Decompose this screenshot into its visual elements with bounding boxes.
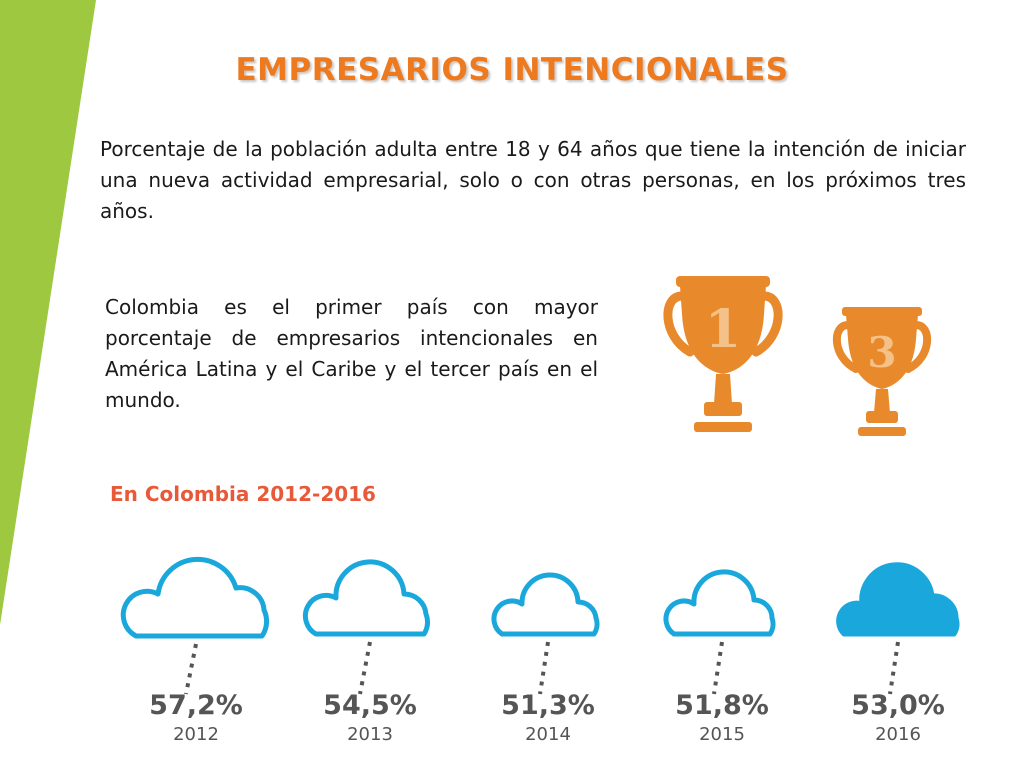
trophy-icon-first: 1 [663,276,783,432]
year-2013: 2013 [347,724,393,745]
percent-2012: 57,2% [149,690,243,721]
cloud-2012 [106,548,286,698]
cloud-2015 [632,548,812,698]
trophy-number-first: 1 [705,299,741,360]
slide-title: EMPRESARIOS INTENCIONALES [235,52,789,88]
intro-paragraph: Porcentaje de la población adulta entre … [100,137,966,223]
chart-subtitle: En Colombia 2012-2016 [110,482,376,506]
year-2016: 2016 [875,724,921,745]
cloud-2014 [458,548,638,698]
year-2015: 2015 [699,724,745,745]
percent-2014: 51,3% [501,690,595,721]
percent-2013: 54,5% [323,690,417,721]
percent-2015: 51,8% [675,690,769,721]
cloud-icon [491,572,600,695]
cloud-2016 [808,548,988,698]
cloud-icon [663,569,776,695]
cloud-icon [302,559,430,695]
percent-2016: 53,0% [851,690,945,721]
trophy-number-third: 3 [867,328,896,377]
trophy-icon-third: 3 [832,307,932,436]
year-2014: 2014 [525,724,571,745]
green-accent-bar [0,0,96,625]
cloud-icon [836,562,960,695]
year-2012: 2012 [173,724,219,745]
claim-paragraph: Colombia es el primer país con mayor por… [105,295,598,412]
cloud-2013 [280,548,460,698]
cloud-icon [120,556,270,695]
